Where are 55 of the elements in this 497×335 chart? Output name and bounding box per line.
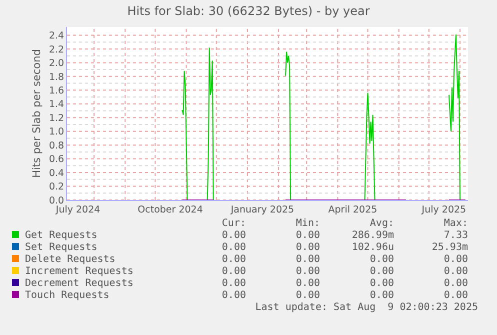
text: 0.00	[220, 230, 246, 242]
y-tick-label: 0.6	[48, 154, 64, 166]
text: 7.33	[442, 230, 468, 242]
y-tick-label: 2.4	[48, 30, 64, 42]
y-tick-label: 1.4	[48, 99, 64, 110]
text: Avg:	[368, 218, 394, 230]
legend-label: Increment Requests	[25, 266, 134, 277]
text: 0.00	[442, 278, 468, 290]
text: 286.99m	[350, 230, 394, 242]
text: 0.00	[442, 266, 468, 278]
y-axis-title: Hits per Slab per second	[30, 49, 43, 178]
text: 0.00	[220, 266, 246, 278]
y-tick-label: 1.6	[48, 85, 64, 96]
text: 0.00	[220, 242, 246, 254]
x-tick-label: January 2025	[230, 204, 294, 216]
y-tick-label: 1.8	[48, 72, 64, 83]
legend-label: Touch Requests	[25, 290, 110, 301]
x-tick-label: October 2024	[138, 204, 203, 216]
text: 0.00	[294, 230, 320, 242]
text: 0.00	[220, 254, 246, 266]
y-tick-label: 2.0	[48, 58, 64, 70]
x-tick-label: July 2024	[54, 204, 100, 216]
text: 0.00	[368, 254, 394, 266]
legend-label: Decrement Requests	[25, 278, 134, 289]
y-tick-label: 0.0	[48, 195, 64, 206]
y-tick-label: 0.2	[48, 182, 64, 193]
text: 0.00	[442, 290, 468, 302]
text: 0.00	[294, 254, 320, 266]
text: Cur:	[220, 218, 246, 230]
y-tick-label: 0.4	[48, 168, 64, 179]
text: 0.00	[368, 290, 394, 302]
text: 0.00	[220, 278, 246, 290]
text: 0.00	[442, 254, 468, 266]
text: 25.93m	[430, 242, 468, 254]
chart-title: Hits for Slab: 30 (66232 Bytes) - by year	[127, 4, 370, 18]
y-tick-label: 1.2	[48, 112, 64, 124]
text: 0.00	[294, 266, 320, 278]
legend-label: Get Requests	[25, 230, 98, 241]
text: 0.00	[368, 266, 394, 278]
text: Min:	[294, 218, 320, 230]
text: 102.96u	[350, 242, 394, 254]
text: 0.00	[294, 290, 320, 302]
text: 0.00	[220, 290, 246, 302]
legend-label: Delete Requests	[25, 254, 116, 265]
x-tick-label: July 2025	[420, 204, 466, 216]
text: 0.00	[294, 278, 320, 290]
text: 0.00	[368, 278, 394, 290]
text: Last update: Sat Aug 9 02:00:23 2025	[254, 302, 478, 313]
y-tick-label: 1.0	[48, 126, 64, 138]
legend-label: Set Requests	[25, 242, 98, 253]
text: 0.00	[294, 242, 320, 254]
x-tick-label: April 2025	[328, 204, 378, 216]
text: Max:	[442, 218, 468, 230]
y-tick-label: 0.8	[48, 140, 64, 152]
y-tick-label: 2.2	[48, 44, 64, 56]
